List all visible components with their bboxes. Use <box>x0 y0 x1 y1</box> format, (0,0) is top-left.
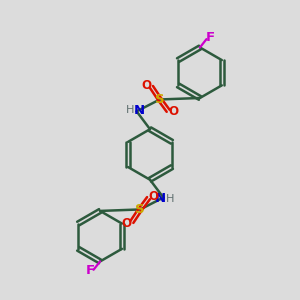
Text: F: F <box>206 32 214 44</box>
Text: O: O <box>141 79 151 92</box>
Text: H: H <box>166 194 174 204</box>
Text: N: N <box>134 104 145 117</box>
Text: F: F <box>85 265 94 278</box>
Text: O: O <box>168 106 178 118</box>
Text: O: O <box>122 217 132 230</box>
Text: O: O <box>149 190 159 203</box>
Text: N: N <box>155 192 166 205</box>
Text: S: S <box>135 203 145 216</box>
Text: S: S <box>155 93 165 106</box>
Text: H: H <box>126 105 134 115</box>
